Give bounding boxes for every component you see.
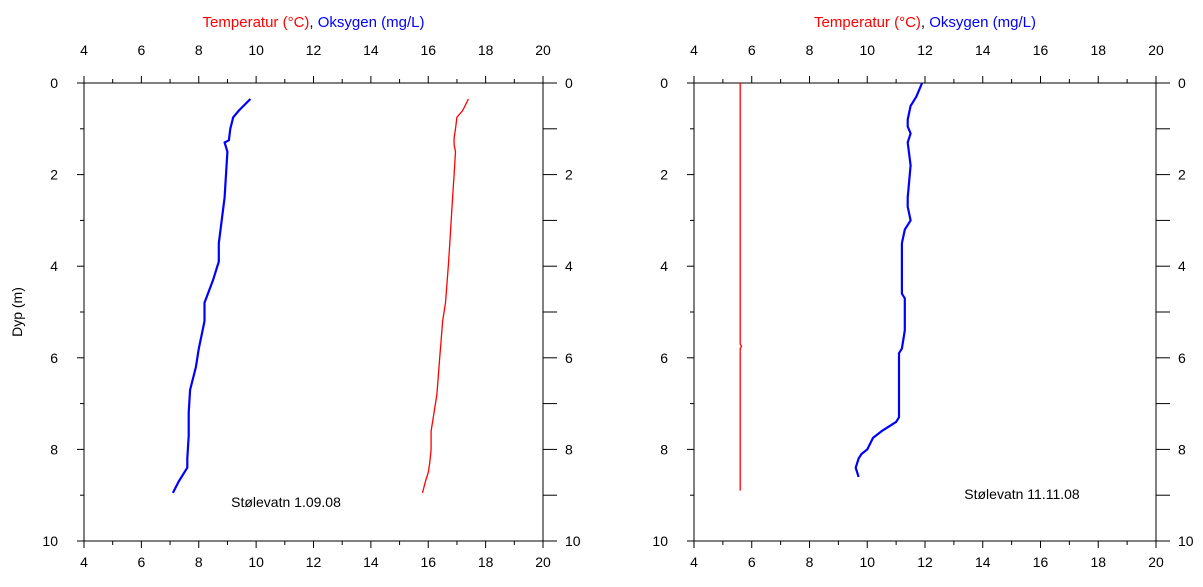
chart-title-part-1: Temperatur (°C) <box>814 14 921 31</box>
x-tick-label-top: 10 <box>248 42 264 58</box>
x-tick-label-top: 6 <box>748 42 756 58</box>
plot-frame <box>693 82 1157 542</box>
chart-title: Temperatur (°C), Oksygen (mg/L) <box>814 14 1036 31</box>
y-tick-label-left: 2 <box>50 167 58 183</box>
chart-title-part-3: Oksygen (mg/L) <box>318 14 425 31</box>
x-tick-label-bottom: 10 <box>859 554 875 570</box>
x-tick-label-bottom: 18 <box>478 554 494 570</box>
chart-2: 4 4 6 6 8 8 10 10 12 12 14 14 16 16 18 18 20 20 0 0 2 2 4 4 6 6 8 8… <box>652 14 1193 570</box>
x-tick-label-top: 16 <box>420 42 436 58</box>
x-tick-label-bottom: 16 <box>1033 554 1049 570</box>
chart-title-part-2: , <box>921 14 929 31</box>
x-tick-label-bottom: 4 <box>690 554 698 570</box>
x-tick-label-bottom: 18 <box>1090 554 1106 570</box>
temperature-line <box>421 98 469 494</box>
chart-title-part-3: Oksygen (mg/L) <box>929 14 1036 31</box>
x-tick-label-bottom: 6 <box>748 554 756 570</box>
x-tick-label-top: 14 <box>975 42 991 58</box>
x-tick-label-bottom: 8 <box>195 554 203 570</box>
chart-1: 4 4 6 6 8 8 10 10 12 12 14 14 16 16 18 18 20 20 0 0 2 2 4 4 6 6 8 8… <box>9 14 581 570</box>
y-tick-label-left: 10 <box>652 533 668 549</box>
x-tick-label-top: 8 <box>195 42 203 58</box>
y-tick-label-right: 2 <box>1178 167 1186 183</box>
y-tick-label-right: 0 <box>1178 75 1186 91</box>
oxygen-line <box>854 82 924 478</box>
y-tick-label-left: 8 <box>660 441 668 457</box>
x-tick-label-top: 16 <box>1033 42 1049 58</box>
x-tick-label-top: 20 <box>1148 42 1164 58</box>
x-tick-label-bottom: 8 <box>806 554 814 570</box>
x-tick-label-top: 14 <box>363 42 379 58</box>
y-tick-label-right: 0 <box>565 75 573 91</box>
x-tick-label-bottom: 20 <box>1148 554 1164 570</box>
x-tick-label-bottom: 14 <box>363 554 379 570</box>
x-tick-label-top: 18 <box>478 42 494 58</box>
temperature-line <box>739 83 743 491</box>
chart-annotation: Stølevatn 11.11.08 <box>964 486 1080 502</box>
x-tick-label-bottom: 12 <box>306 554 322 570</box>
x-tick-label-top: 10 <box>859 42 875 58</box>
chart-title-part-1: Temperatur (°C) <box>203 14 310 31</box>
x-tick-label-bottom: 12 <box>917 554 933 570</box>
y-tick-label-right: 8 <box>565 441 573 457</box>
x-tick-label-top: 20 <box>535 42 551 58</box>
y-tick-label-left: 0 <box>660 75 668 91</box>
y-tick-label-right: 4 <box>565 258 573 274</box>
y-tick-label-left: 10 <box>42 533 58 549</box>
y-tick-label-right: 10 <box>1178 533 1194 549</box>
chart-title-part-2: , <box>309 14 317 31</box>
x-tick-label-top: 6 <box>137 42 145 58</box>
y-tick-label-right: 8 <box>1178 441 1186 457</box>
oxygen-line <box>171 98 252 494</box>
y-tick-label-left: 6 <box>50 350 58 366</box>
y-tick-label-right: 2 <box>565 167 573 183</box>
x-tick-label-top: 4 <box>80 42 88 58</box>
x-tick-label-top: 12 <box>917 42 933 58</box>
chart-title: Temperatur (°C), Oksygen (mg/L) <box>203 14 425 31</box>
y-tick-label-left: 6 <box>660 350 668 366</box>
x-tick-label-bottom: 20 <box>535 554 551 570</box>
x-tick-label-bottom: 4 <box>80 554 88 570</box>
y-tick-label-right: 4 <box>1178 258 1186 274</box>
y-axis-label: Dyp (m) <box>9 287 25 337</box>
x-tick-label-bottom: 6 <box>137 554 145 570</box>
y-tick-label-left: 2 <box>660 167 668 183</box>
y-tick-label-left: 4 <box>50 258 58 274</box>
x-tick-label-bottom: 16 <box>420 554 436 570</box>
chart-annotation: Stølevatn 1.09.08 <box>231 494 341 510</box>
x-tick-label-bottom: 10 <box>248 554 264 570</box>
x-tick-label-top: 18 <box>1090 42 1106 58</box>
y-tick-label-right: 6 <box>1178 350 1186 366</box>
x-tick-label-top: 4 <box>690 42 698 58</box>
x-tick-label-bottom: 14 <box>975 554 991 570</box>
y-tick-label-left: 0 <box>50 75 58 91</box>
plot-frame <box>83 82 544 542</box>
y-tick-label-left: 8 <box>50 441 58 457</box>
y-tick-label-left: 4 <box>660 258 668 274</box>
y-tick-label-right: 6 <box>565 350 573 366</box>
x-tick-label-top: 8 <box>806 42 814 58</box>
x-tick-label-top: 12 <box>306 42 322 58</box>
y-tick-label-right: 10 <box>565 533 581 549</box>
